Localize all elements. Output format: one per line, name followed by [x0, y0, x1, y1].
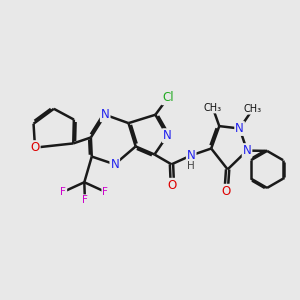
Text: N: N — [243, 144, 251, 157]
Text: CH₃: CH₃ — [204, 103, 222, 112]
Text: O: O — [221, 185, 231, 198]
Text: N: N — [101, 108, 110, 121]
Text: N: N — [110, 158, 119, 171]
Text: F: F — [102, 187, 108, 197]
Text: F: F — [82, 195, 88, 205]
Text: H: H — [187, 161, 195, 171]
Text: O: O — [168, 179, 177, 192]
Text: N: N — [235, 122, 244, 135]
Text: N: N — [163, 129, 172, 142]
Text: N: N — [187, 149, 196, 162]
Text: O: O — [30, 141, 40, 154]
Text: Cl: Cl — [162, 91, 174, 104]
Text: CH₃: CH₃ — [244, 104, 262, 114]
Text: F: F — [61, 187, 66, 197]
